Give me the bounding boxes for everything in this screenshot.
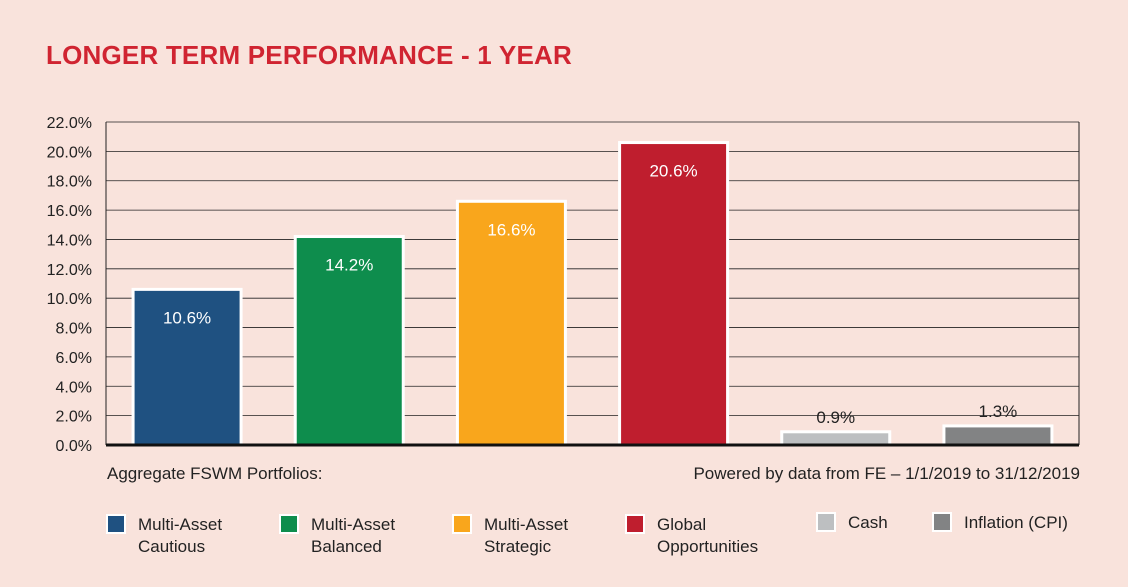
- legend-swatch-cautious: [106, 514, 126, 534]
- bar: [782, 432, 890, 445]
- y-tick-label: 18.0%: [47, 174, 92, 191]
- y-tick-label: 14.0%: [47, 232, 92, 249]
- legend-item-strategic: Multi-Asset Strategic: [452, 514, 568, 558]
- legend-item-balanced: Multi-Asset Balanced: [279, 514, 395, 558]
- y-tick-label: 20.0%: [47, 144, 92, 161]
- legend-swatch-global: [625, 514, 645, 534]
- legend-swatch-inflation: [932, 512, 952, 532]
- legend-label-cash: Cash: [848, 512, 888, 534]
- legend-label-inflation: Inflation (CPI): [964, 512, 1068, 534]
- bar-value-label: 20.6%: [649, 162, 697, 181]
- legend-label-global: Global Opportunities: [657, 514, 758, 558]
- y-tick-label: 2.0%: [56, 409, 92, 426]
- legend-label-strategic: Multi-Asset Strategic: [484, 514, 568, 558]
- y-tick-label: 4.0%: [56, 379, 92, 396]
- y-tick-label: 10.0%: [47, 291, 92, 308]
- y-tick-label: 16.0%: [47, 203, 92, 220]
- legend-item-cautious: Multi-Asset Cautious: [106, 514, 222, 558]
- y-tick-label: 12.0%: [47, 262, 92, 279]
- bar: [620, 143, 728, 445]
- legend-item-inflation: Inflation (CPI): [932, 512, 1068, 534]
- legend-item-global: Global Opportunities: [625, 514, 758, 558]
- y-tick-label: 0.0%: [56, 438, 92, 455]
- legend-label-cautious: Multi-Asset Cautious: [138, 514, 222, 558]
- legend-swatch-balanced: [279, 514, 299, 534]
- bar: [944, 426, 1052, 445]
- y-tick-label: 6.0%: [56, 350, 92, 367]
- legend-item-cash: Cash: [816, 512, 888, 534]
- y-tick-label: 22.0%: [47, 115, 92, 132]
- bar-value-label: 10.6%: [163, 308, 211, 327]
- portfolios-caption: Aggregate FSWM Portfolios:: [107, 464, 322, 484]
- legend-swatch-cash: [816, 512, 836, 532]
- legend-label-balanced: Multi-Asset Balanced: [311, 514, 395, 558]
- bar-value-label: 16.6%: [487, 220, 535, 239]
- y-tick-label: 8.0%: [56, 321, 92, 338]
- legend-swatch-strategic: [452, 514, 472, 534]
- bar-value-label: 0.9%: [816, 408, 855, 427]
- bar-value-label: 1.3%: [979, 402, 1018, 421]
- data-source-note: Powered by data from FE – 1/1/2019 to 31…: [693, 464, 1080, 484]
- bar-value-label: 14.2%: [325, 256, 373, 275]
